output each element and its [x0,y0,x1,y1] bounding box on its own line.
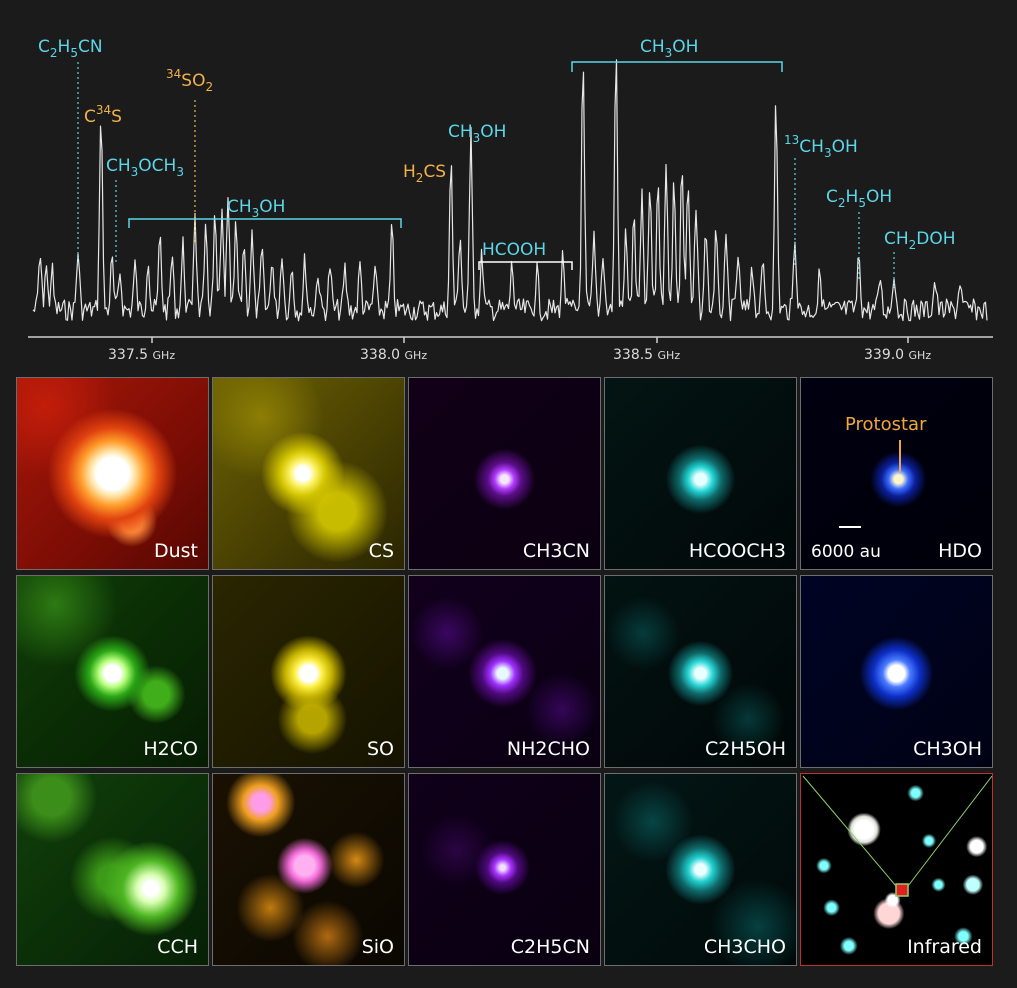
map-label-sio: SiO [361,936,394,958]
hcooh-bracket [478,261,573,270]
label-ch3oh-1: CH3OH [227,197,285,220]
label-c2h5cn: C2H5CN [38,37,103,60]
map-panel-cch: CCH [16,773,209,966]
map-panel-hcooch3: HCOOCH3 [604,377,797,570]
map-panel-c2h5cn: C2H5CN [408,773,601,966]
map-label-hcooch3: HCOOCH3 [688,540,786,562]
map-panel-c2h5oh: C2H5OH [604,575,797,768]
map-label-hdo: HDO [938,540,982,562]
map-panel-h2co: H2CO [16,575,209,768]
label-c2h5oh: C2H5OH [826,187,892,210]
label-ch3oh-2: CH3OH [448,122,506,145]
map-panel-hdo: HDO Protostar 6000 au [800,377,993,570]
axis-tick-label: 337.5 GHz [108,347,175,363]
map-panel-cs: CS [212,377,405,570]
label-pointers [77,62,895,288]
map-panel-nh2cho: NH2CHO [408,575,601,768]
label-ch2doh: CH2DOH [884,229,956,252]
map-label-dust: Dust [153,540,198,562]
map-label-cch: CCH [157,936,198,958]
label-ch3och3: CH3OCH3 [106,156,184,179]
axis-tick-label: 339.0 GHz [864,347,931,363]
map-panel-dust: Dust [16,377,209,570]
map-label-so: SO [366,738,394,760]
map-label-h2co: H2CO [143,738,198,760]
map-label-infrared: Infrared [907,936,982,958]
label-ch3oh-3: CH3OH [640,37,698,60]
map-panel-ch3oh: CH3OH [800,575,993,768]
map-label-c2h5cn: C2H5CN [510,936,590,958]
label-c34s: C34S [84,103,122,127]
label-h2cs: H2CS [403,162,446,185]
map-label-c2h5oh: C2H5OH [705,738,786,760]
spectrum-plot: 337.5 GHz 338.0 GHz 338.5 GHz 339.0 GHz C2H… [28,37,993,363]
map-panel-so: SO [212,575,405,768]
map-label-ch3cho: CH3CHO [703,936,786,958]
spectrum-trace [32,59,988,322]
map-label-ch3cn: CH3CN [522,540,590,562]
map-panel-infrared: Infrared [800,773,993,966]
label-brackets [128,61,783,228]
protostar-pointer [899,440,901,472]
molecule-map-grid: Dust CS CH3CN HCOOCH3 HDO Protostar 6000 au H2C… [16,377,1001,968]
axis-tick-label: 338.0 GHz [360,347,427,363]
scale-label: 6000 au [811,542,881,562]
axis-ticks: 337.5 GHz 338.0 GHz 338.5 GHz 339.0 GHz [108,337,931,363]
axis-tick-label: 338.5 GHz [613,347,680,363]
label-34so2: 34SO2 [166,67,213,94]
map-panel-ch3cn: CH3CN [408,377,601,570]
map-panel-ch3cho: CH3CHO [604,773,797,966]
molecule-labels: C2H5CN C34S 34SO2 CH3OCH3 CH3OH H2CS CH3… [38,37,956,260]
map-label-ch3oh: CH3OH [913,738,982,760]
scale-bar [839,526,861,528]
label-hcooh: HCOOH [482,240,546,260]
map-label-cs: CS [368,540,394,562]
zoom-indicator [802,775,992,897]
protostar-label: Protostar [845,414,927,435]
map-panel-sio: SiO [212,773,405,966]
map-label-nh2cho: NH2CHO [506,738,590,760]
label-13ch3oh: 13CH3OH [784,133,858,160]
